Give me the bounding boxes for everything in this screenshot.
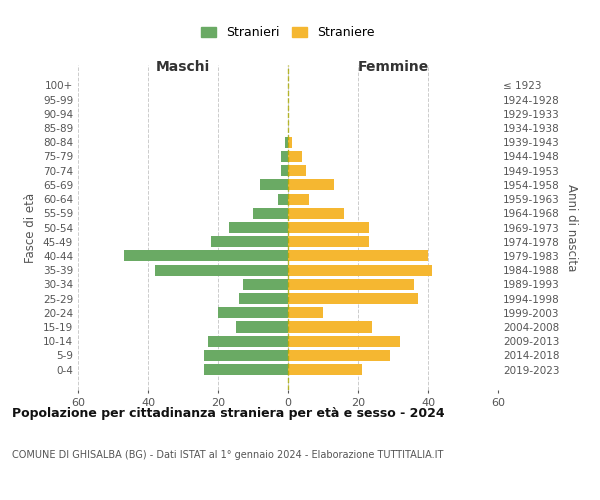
Bar: [208, 336, 288, 347]
Bar: [288, 180, 334, 190]
Text: COMUNE DI GHISALBA (BG) - Dati ISTAT al 1° gennaio 2024 - Elaborazione TUTTITALI: COMUNE DI GHISALBA (BG) - Dati ISTAT al …: [12, 450, 443, 460]
Y-axis label: Fasce di età: Fasce di età: [25, 192, 37, 262]
Bar: [211, 236, 288, 248]
Bar: [288, 208, 344, 219]
Bar: [204, 350, 288, 361]
Text: Maschi: Maschi: [156, 60, 210, 74]
Bar: [124, 250, 288, 262]
Bar: [288, 250, 428, 262]
Bar: [204, 364, 288, 375]
Bar: [288, 165, 305, 176]
Bar: [288, 293, 418, 304]
Bar: [288, 350, 389, 361]
Bar: [218, 308, 288, 318]
Bar: [288, 336, 400, 347]
Bar: [277, 194, 288, 204]
Bar: [239, 293, 288, 304]
Bar: [253, 208, 288, 219]
Bar: [288, 264, 431, 276]
Bar: [288, 279, 414, 290]
Bar: [288, 236, 368, 248]
Bar: [242, 279, 288, 290]
Bar: [288, 151, 302, 162]
Bar: [288, 308, 323, 318]
Bar: [284, 136, 288, 147]
Bar: [288, 364, 361, 375]
Bar: [235, 322, 288, 332]
Bar: [281, 151, 288, 162]
Bar: [260, 180, 288, 190]
Bar: [288, 222, 368, 233]
Bar: [281, 165, 288, 176]
Y-axis label: Anni di nascita: Anni di nascita: [565, 184, 578, 271]
Bar: [288, 136, 292, 147]
Bar: [229, 222, 288, 233]
Bar: [288, 194, 309, 204]
Bar: [155, 264, 288, 276]
Legend: Stranieri, Straniere: Stranieri, Straniere: [196, 21, 380, 44]
Text: Popolazione per cittadinanza straniera per età e sesso - 2024: Popolazione per cittadinanza straniera p…: [12, 408, 445, 420]
Bar: [288, 322, 372, 332]
Text: Femmine: Femmine: [358, 60, 428, 74]
